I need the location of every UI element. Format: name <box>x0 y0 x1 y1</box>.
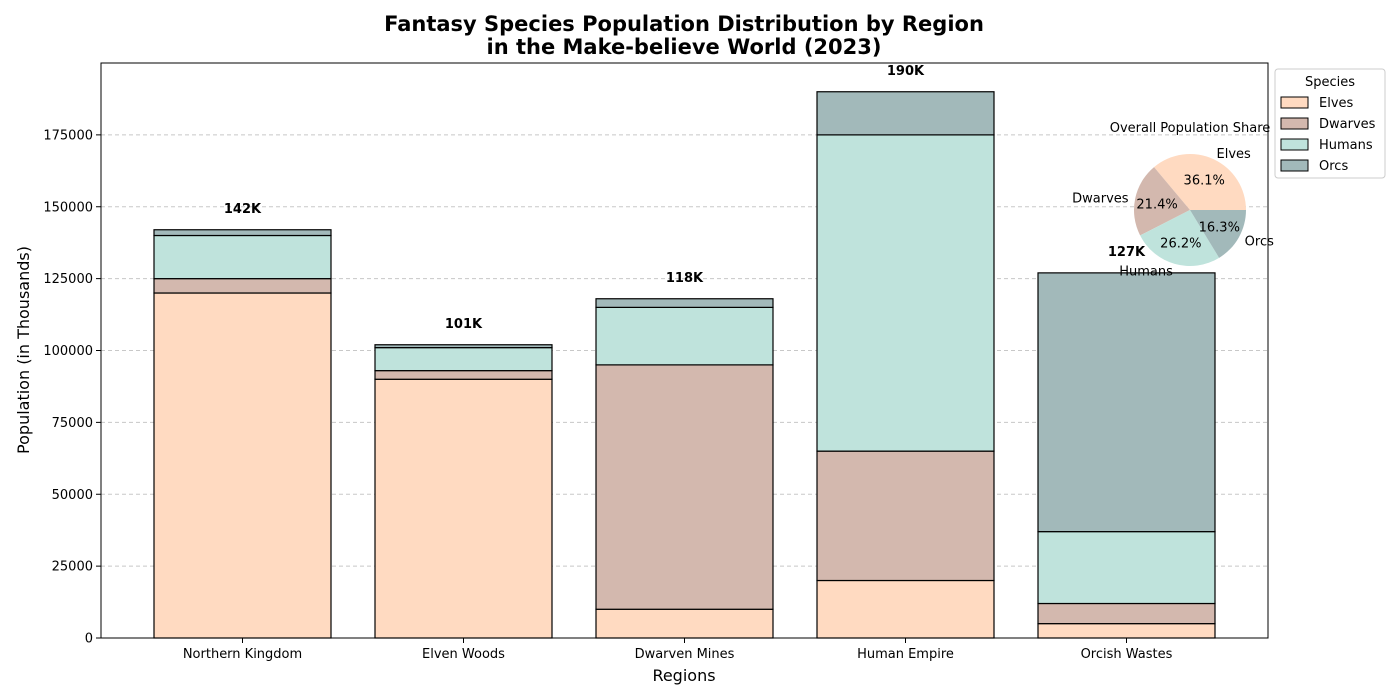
bar-segment-elves <box>374 378 553 639</box>
y-tick-label: 0 <box>85 632 93 647</box>
pie-pct-label: 16.3% <box>1199 220 1240 235</box>
bar-segment-humans <box>153 234 332 280</box>
pie-title: Overall Population Share <box>1110 121 1271 136</box>
legend-label: Dwarves <box>1319 117 1376 132</box>
x-tick-label: Elven Woods <box>422 647 505 662</box>
x-tick-label: Dwarven Mines <box>635 647 735 662</box>
legend-swatch <box>1280 96 1309 109</box>
bar-segment-dwarves <box>153 278 332 294</box>
bar-segment-dwarves <box>816 450 995 582</box>
pie-category-label: Orcs <box>1245 235 1274 250</box>
chart-title-line-2: in the Make-believe World (2023) <box>487 35 882 59</box>
bar-segment-orcs <box>374 344 553 349</box>
bar-segment-orcs <box>816 91 995 136</box>
bar-segment-elves <box>153 292 332 639</box>
bar-segment-elves <box>1037 623 1216 639</box>
total-label: 190K <box>887 64 925 79</box>
y-tick-label: 125000 <box>43 272 93 287</box>
y-axis-label: Population (in Thousands) <box>14 246 33 454</box>
legend-swatch <box>1280 159 1309 172</box>
y-tick-label: 100000 <box>43 344 93 359</box>
bar-segment-orcs <box>153 229 332 237</box>
pie-pct-label: 36.1% <box>1184 174 1225 189</box>
y-tick-label: 175000 <box>43 128 93 143</box>
pie-pct-label: 21.4% <box>1136 197 1177 212</box>
pie-category-label: Elves <box>1217 147 1252 162</box>
legend-swatch <box>1280 117 1309 130</box>
bar-segment-elves <box>595 608 774 639</box>
bar-segment-dwarves <box>1037 602 1216 625</box>
total-label: 118K <box>666 271 704 286</box>
bars <box>153 91 1216 639</box>
pie-inset: Overall Population Share 36.1% Elves 21.4% D… <box>1072 121 1274 279</box>
legend-label: Humans <box>1319 138 1373 153</box>
legend-label: Elves <box>1319 96 1354 111</box>
y-tick-label: 150000 <box>43 200 93 215</box>
total-label: 142K <box>224 202 262 217</box>
chart-title-line-1: Fantasy Species Population Distribution … <box>384 12 984 36</box>
bar-segment-dwarves <box>374 370 553 380</box>
x-tick-label: Human Empire <box>857 647 954 662</box>
x-axis-label: Regions <box>652 666 715 685</box>
chart-title: Fantasy Species Population Distribution … <box>384 12 984 59</box>
y-tick-label: 50000 <box>52 488 93 503</box>
pie-slice-humans <box>1140 210 1220 266</box>
legend: Species Elves Dwarves Humans Orcs <box>1274 68 1386 179</box>
pie-slice-dwarves <box>1134 167 1190 236</box>
bar-segment-dwarves <box>595 364 774 610</box>
y-tick-label: 25000 <box>52 560 93 575</box>
x-tick-label: Orcish Wastes <box>1081 647 1173 662</box>
x-tick-label: Northern Kingdom <box>183 647 302 662</box>
legend-label: Orcs <box>1319 159 1348 174</box>
bar-segment-elves <box>816 579 995 639</box>
legend-swatch <box>1280 138 1309 151</box>
axes: 0 25000 50000 75000 100000 125000 150000 175000… <box>43 128 1172 662</box>
bar-segment-humans <box>1037 531 1216 605</box>
total-label: 127K <box>1108 245 1146 260</box>
legend-title: Species <box>1305 75 1355 90</box>
pie-pct-label: 26.2% <box>1160 236 1201 251</box>
legend-box <box>1274 68 1386 179</box>
bar-segment-orcs <box>1037 272 1216 533</box>
pie-slice-orcs <box>1190 210 1247 258</box>
bar-segment-orcs <box>595 298 774 308</box>
bar-segment-humans <box>816 134 995 452</box>
total-labels: 142K 101K 118K 190K 127K <box>224 64 1146 332</box>
total-label: 101K <box>445 317 483 332</box>
bar-segment-humans <box>595 306 774 366</box>
bar-segment-humans <box>374 347 553 372</box>
y-tick-label: 75000 <box>52 416 93 431</box>
pie-category-label: Humans <box>1119 264 1173 279</box>
pie-slice-elves <box>1154 153 1246 210</box>
pie-category-label: Dwarves <box>1072 191 1129 206</box>
